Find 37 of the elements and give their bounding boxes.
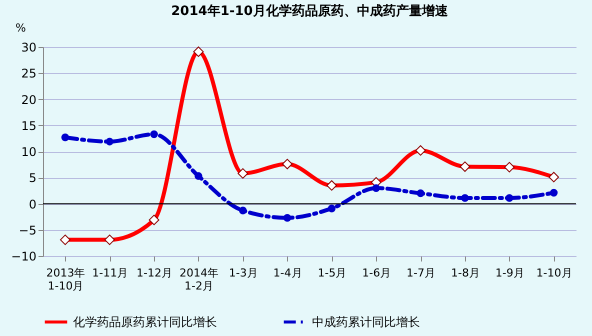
y-tick-label: 25 <box>21 66 36 81</box>
x-tick-label: 1-11月 <box>92 266 128 280</box>
y-tick-label: −10 <box>11 250 36 264</box>
point <box>372 184 380 192</box>
point <box>550 188 558 197</box>
y-tick-label: 10 <box>21 145 36 159</box>
point <box>283 214 292 222</box>
point <box>239 206 247 214</box>
y-tick-label: 0 <box>28 197 36 212</box>
point <box>416 189 424 198</box>
y-tick-label: 20 <box>21 92 36 107</box>
point <box>194 172 202 180</box>
point <box>506 194 514 202</box>
point <box>61 134 70 142</box>
y-tick-label: 5 <box>28 171 36 186</box>
x-tick-label: 2014年 1-2月 <box>179 266 218 292</box>
legend-label: 中成药累计同比增长 <box>312 315 420 329</box>
x-tick-label: 1-6月 <box>362 266 392 280</box>
y-tick-label: −5 <box>18 223 36 238</box>
point <box>461 194 469 202</box>
point <box>106 138 114 146</box>
x-tick-label: 1-9月 <box>495 266 524 280</box>
x-tick-label: 1-8月 <box>450 266 480 280</box>
x-tick-label: 2013年 1-10月 <box>46 266 86 292</box>
x-tick-label: 1-12月 <box>136 266 173 280</box>
y-tick-label: 15 <box>21 118 36 133</box>
chart-title: 2014年1-10月化学药品原药、中成药产量增速 <box>171 3 449 19</box>
y-axis-title: % <box>16 22 26 34</box>
legend-label: 化学药品原药累计同比增长 <box>73 315 217 329</box>
y-tick-label: 30 <box>21 40 36 54</box>
x-tick-label: 1-5月 <box>318 266 347 280</box>
point <box>150 130 158 138</box>
point <box>328 204 336 212</box>
x-tick-label: 1-4月 <box>273 266 302 280</box>
x-tick-label: 1-3月 <box>228 266 258 280</box>
x-tick-label: 1-7月 <box>406 266 436 280</box>
x-tick-label: 1-10月 <box>536 266 572 280</box>
